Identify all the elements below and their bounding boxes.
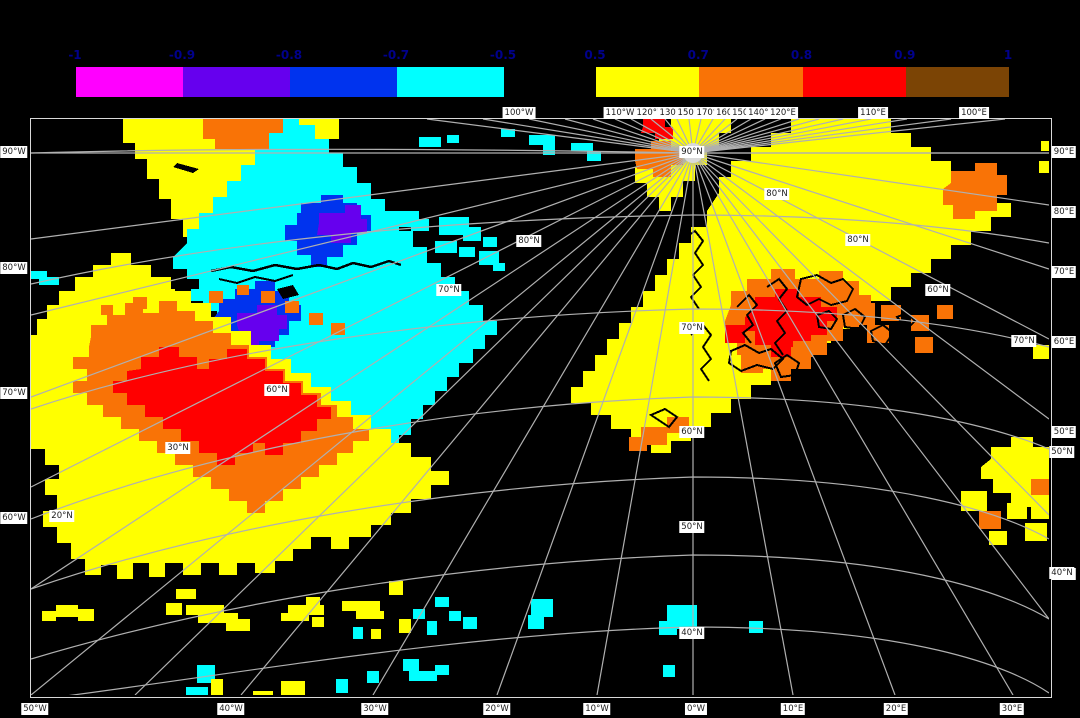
- axis-label-interior: 30°N: [165, 442, 191, 454]
- colorbar-tick-label: 0.8: [790, 48, 813, 62]
- map-canvas: [31, 119, 1049, 695]
- axis-label-interior: 40°N: [1049, 567, 1075, 579]
- polar-stereographic-map: [30, 118, 1052, 698]
- axis-label-interior: 70°N: [1011, 335, 1037, 347]
- axis-label-top: 110°E: [858, 107, 888, 119]
- axis-label-top: 110°W: [603, 107, 637, 119]
- axis-label-interior: 40°N: [679, 627, 705, 639]
- axis-label-top: 100°E: [959, 107, 989, 119]
- colorbar-tick-label: -0.8: [275, 48, 303, 62]
- axis-label-interior: 80°N: [516, 235, 542, 247]
- axis-label-bottom: 10°W: [583, 703, 611, 715]
- negative-correlation-colorbar: [75, 66, 505, 98]
- colorbar-tick-label: -1: [68, 48, 82, 62]
- axis-label-interior: 60°N: [679, 426, 705, 438]
- colorbar-tick-label: 0.9: [894, 48, 916, 62]
- axis-label-right: 60°E: [1051, 336, 1077, 348]
- axis-label-interior: 60°N: [264, 384, 290, 396]
- axis-label-right: 50°E: [1051, 426, 1077, 438]
- colorbar-segment-2: [290, 67, 397, 97]
- axis-label-bottom: 20°E: [883, 703, 909, 715]
- colorbar-segment-1: [699, 67, 803, 97]
- axis-label-interior: 50°N: [1049, 446, 1075, 458]
- colorbar-tick-label: 0.5: [584, 48, 606, 62]
- axis-label-bottom: 50°W: [21, 703, 49, 715]
- positive-correlation-colorbar: [595, 66, 1010, 98]
- colorbar-segment-0: [76, 67, 183, 97]
- colorbar-segment-3: [905, 67, 1009, 97]
- colorbar-segment-1: [183, 67, 290, 97]
- axis-label-bottom: 10°E: [780, 703, 806, 715]
- colorbar-tick-label: 0.7: [687, 48, 709, 62]
- axis-label-bottom: 30°W: [361, 703, 389, 715]
- axis-label-interior: 20°N: [49, 510, 75, 522]
- axis-label-left: 80°W: [0, 262, 28, 274]
- colorbar-segment-2: [802, 67, 906, 97]
- negative-colorbar-ticks: -1 -0.9 -0.8 -0.7 -0.5: [68, 48, 516, 64]
- axis-label-interior: 90°N: [679, 146, 705, 158]
- axis-label-left: 90°W: [0, 146, 28, 158]
- axis-label-top: 100°W: [502, 107, 536, 119]
- axis-label-bottom: 30°E: [999, 703, 1025, 715]
- graticule: [31, 119, 1049, 695]
- axis-label-bottom: 40°W: [217, 703, 245, 715]
- axis-label-right: 80°E: [1051, 206, 1077, 218]
- colorbar-tick-label: -0.9: [168, 48, 196, 62]
- axis-label-interior: 80°N: [764, 188, 790, 200]
- colorbar-tick-label: -0.5: [489, 48, 517, 62]
- colorbar-segment-3: [397, 67, 504, 97]
- axis-label-right: 90°E: [1051, 146, 1077, 158]
- positive-colorbar-ticks: 0.5 0.7 0.8 0.9 1: [584, 48, 1012, 64]
- axis-label-interior: 70°N: [436, 284, 462, 296]
- axis-label-bottom: 0°W: [684, 703, 708, 715]
- colorbar-tick-label: -0.7: [382, 48, 410, 62]
- axis-label-top: 120°E: [768, 107, 798, 119]
- axis-label-bottom: 20°W: [483, 703, 511, 715]
- axis-label-left: 70°W: [0, 387, 28, 399]
- colorbar-segment-0: [596, 67, 700, 97]
- axis-label-interior: 80°N: [845, 234, 871, 246]
- parallel-90N-area: [31, 148, 694, 154]
- axis-label-interior: 70°N: [679, 322, 705, 334]
- axis-label-left: 60°W: [0, 512, 28, 524]
- patch-group-low-latitude-scatter: [42, 581, 763, 695]
- axis-label-right: 70°E: [1051, 266, 1077, 278]
- axis-label-interior: 50°N: [679, 521, 705, 533]
- axis-label-interior: 60°N: [925, 284, 951, 296]
- colorbar-tick-label: 1: [1003, 48, 1013, 62]
